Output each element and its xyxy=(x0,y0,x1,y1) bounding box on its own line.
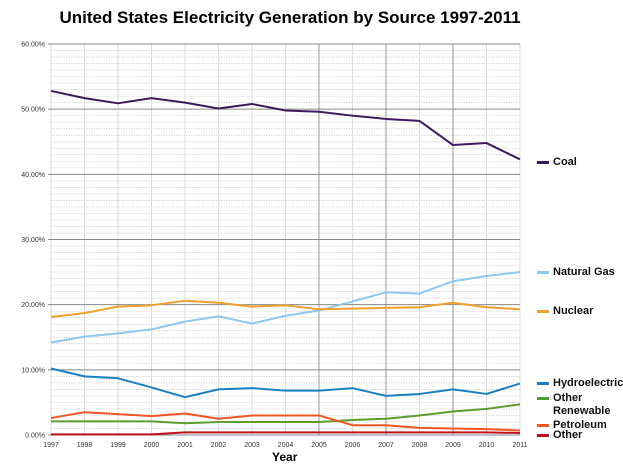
y-tick-label: 20.00% xyxy=(21,302,45,309)
x-tick-label: 2011 xyxy=(512,442,527,449)
x-tick-label: 2006 xyxy=(345,442,361,449)
series-line-petroleum xyxy=(50,411,521,432)
legend-label: Coal xyxy=(553,156,577,168)
series-line-other-renewable xyxy=(51,403,521,425)
x-tick-label: 2003 xyxy=(244,442,260,449)
x-tick-label: 2007 xyxy=(378,442,394,449)
series-line-other xyxy=(51,431,521,436)
x-tick-label: 2002 xyxy=(211,442,227,449)
y-tick-label: 50.00% xyxy=(21,107,45,114)
y-tick-label: 40.00% xyxy=(21,172,45,179)
legend-label: Other Renewable xyxy=(553,392,611,417)
legend-swatch xyxy=(537,310,549,313)
legend-swatch xyxy=(537,382,549,385)
legend-swatch xyxy=(537,397,549,400)
legend-item-petroleum: Petroleum xyxy=(537,419,607,432)
x-tick-label: 1997 xyxy=(43,442,59,449)
legend-item-natural-gas: Natural Gas xyxy=(537,266,615,279)
legend-item-nuclear: Nuclear xyxy=(537,305,593,318)
legend-swatch xyxy=(537,161,549,164)
legend-item-other: Other xyxy=(537,429,582,442)
legend-label: Natural Gas xyxy=(553,266,615,278)
y-tick-label: 0.00% xyxy=(25,433,45,440)
x-tick-label: 2001 xyxy=(177,442,193,449)
legend-label: Nuclear xyxy=(553,305,594,317)
y-tick-label: 30.00% xyxy=(21,237,45,244)
x-tick-label: 2008 xyxy=(412,442,428,449)
x-tick-label: 2005 xyxy=(311,442,327,449)
x-tick-label: 1999 xyxy=(110,442,126,449)
legend-label: Other xyxy=(553,429,583,441)
legend-swatch xyxy=(537,271,549,274)
legend-swatch xyxy=(537,424,549,427)
chart-title: United States Electricity Generation by … xyxy=(59,8,521,27)
x-tick-label: 2009 xyxy=(445,442,461,449)
series-line-nuclear xyxy=(50,299,521,319)
legend-item-coal: Coal xyxy=(537,156,577,169)
y-tick-label: 10.00% xyxy=(21,367,45,374)
x-tick-label: 2004 xyxy=(278,442,294,449)
x-axis-label: Year xyxy=(272,450,298,464)
legend-item-hydroelectric: Hydroelectric xyxy=(537,377,623,390)
series-line-hydroelectric xyxy=(50,367,521,399)
legend-label: Hydroelectric xyxy=(553,377,623,389)
legend-swatch xyxy=(537,434,549,437)
series-line-natural-gas xyxy=(50,271,521,344)
x-tick-label: 1998 xyxy=(77,442,93,449)
legend-item-other-renewable: Other Renewable xyxy=(537,392,613,418)
series-line-coal xyxy=(50,89,521,161)
y-tick-label: 60.00% xyxy=(21,42,45,49)
legend-label: Petroleum xyxy=(553,419,607,431)
x-tick-label: 2010 xyxy=(479,442,495,449)
x-tick-label: 2000 xyxy=(144,442,160,449)
